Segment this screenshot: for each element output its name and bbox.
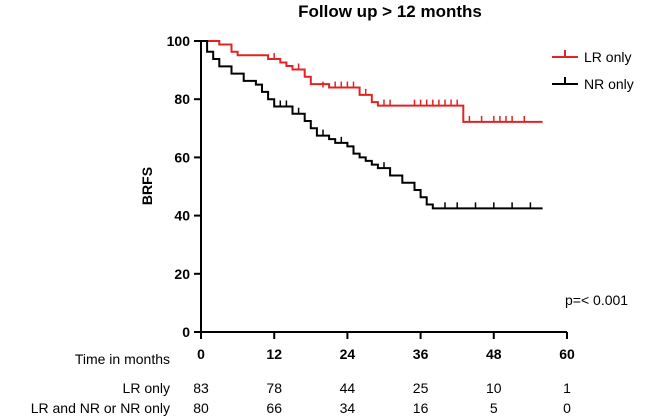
risk-table: LR only 83 78 44 25 10 1 LR and NR or NR only 80… xyxy=(31,380,571,416)
risk-value-lr-only-12: 78 xyxy=(266,380,282,396)
y-tick-label-40: 40 xyxy=(174,208,190,224)
y-tick-label-20: 20 xyxy=(174,266,190,282)
legend-item-nr-only: NR only xyxy=(552,76,634,92)
p-value-annotation: p=< 0.001 xyxy=(565,292,628,308)
x-tick-label-36: 36 xyxy=(413,346,429,362)
x-tick-label-0: 0 xyxy=(197,346,205,362)
y-tick-label-80: 80 xyxy=(174,91,190,107)
risk-value-lr-only-0: 83 xyxy=(193,380,209,396)
risk-value-lr-and-nr-or-nr-only-60: 0 xyxy=(563,400,571,416)
legend: LR only NR only xyxy=(552,49,634,92)
risk-value-lr-only-24: 44 xyxy=(340,380,356,396)
series-layer xyxy=(201,40,543,210)
y-tick-label-60: 60 xyxy=(174,149,190,165)
y-axis-label: BRFS xyxy=(139,167,155,205)
x-tick-label-24: 24 xyxy=(340,346,356,362)
risk-value-lr-only-36: 25 xyxy=(413,380,429,396)
legend-label-lr-only: LR only xyxy=(584,49,631,65)
x-tick-label-48: 48 xyxy=(486,346,502,362)
risk-row-label-lr-only: LR only xyxy=(123,380,170,396)
y-tick-label-100: 100 xyxy=(167,33,191,49)
risk-value-lr-only-48: 10 xyxy=(486,380,502,396)
risk-value-lr-only-60: 1 xyxy=(563,380,571,396)
survival-curve-nr-only xyxy=(201,40,543,210)
x-axis-label: Time in months xyxy=(75,351,170,367)
chart-title: Follow up > 12 months xyxy=(298,2,482,21)
risk-value-lr-and-nr-or-nr-only-0: 80 xyxy=(193,400,209,416)
y-tick-label-0: 0 xyxy=(182,324,190,340)
risk-value-lr-and-nr-or-nr-only-48: 5 xyxy=(490,400,498,416)
risk-value-lr-and-nr-or-nr-only-24: 34 xyxy=(340,400,356,416)
risk-value-lr-and-nr-or-nr-only-36: 16 xyxy=(413,400,429,416)
y-axis-ticks: 0 20 40 60 80 100 xyxy=(167,33,201,340)
x-tick-label-60: 60 xyxy=(559,346,575,362)
x-axis-ticks: 0 12 24 36 48 60 xyxy=(197,332,575,362)
x-tick-label-12: 12 xyxy=(266,346,282,362)
risk-row-label-lr-and-nr-or-nr-only: LR and NR or NR only xyxy=(31,400,170,416)
series-lr-only xyxy=(201,40,543,123)
legend-label-nr-only: NR only xyxy=(584,76,634,92)
risk-value-lr-and-nr-or-nr-only-12: 66 xyxy=(266,400,282,416)
series-nr-only xyxy=(201,40,543,210)
legend-item-lr-only: LR only xyxy=(552,49,631,65)
